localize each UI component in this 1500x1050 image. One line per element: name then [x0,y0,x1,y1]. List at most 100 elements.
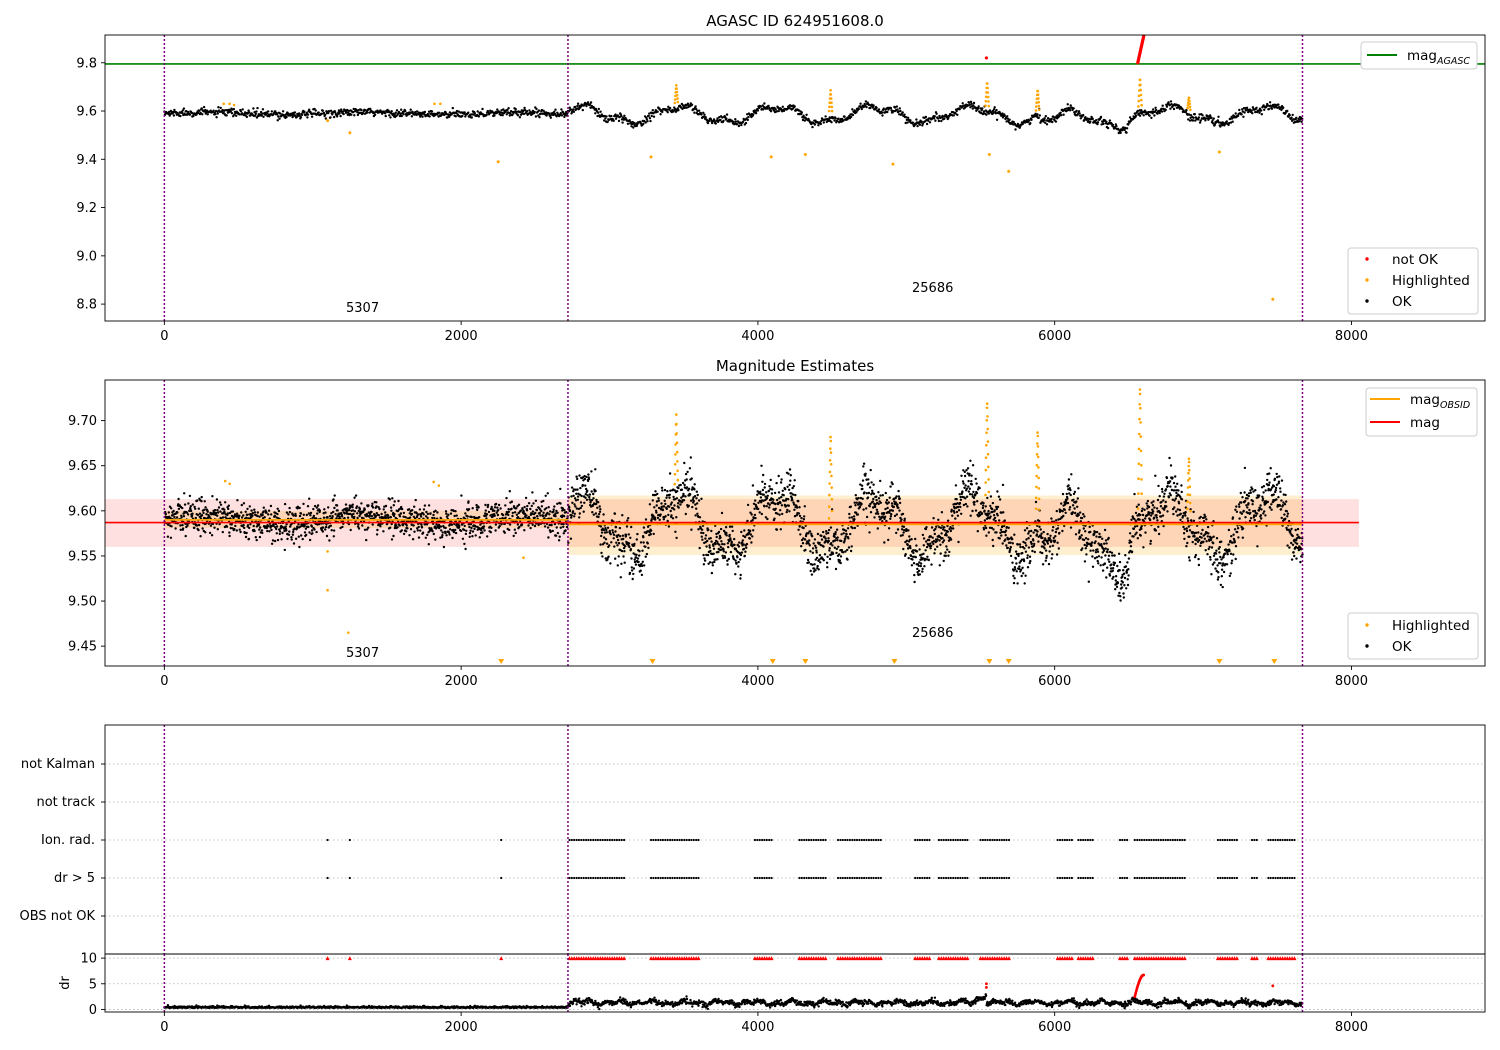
ok-point [1048,120,1051,123]
ok-point [366,514,369,517]
ok-point [310,529,314,532]
ok-point [883,517,886,521]
ok-point [1147,110,1150,114]
ok-point [695,107,698,111]
ok-point [930,526,934,529]
ok-point [737,560,740,564]
ok-point [520,523,524,526]
ok-point [275,113,279,116]
ok-point [929,547,932,550]
ok-point [746,118,749,122]
ok-point [178,504,181,507]
ok-point [289,525,292,528]
ok-point [270,110,273,113]
ok-point [1188,119,1192,122]
ok-point [693,483,696,486]
ok-point [180,516,183,519]
ok-point [954,517,957,520]
ok-point [649,529,653,532]
ok-point [603,536,606,539]
ok-point [367,504,370,507]
ok-point [1023,547,1026,550]
ok-point [535,508,538,512]
ok-point [677,506,680,509]
ok-point [422,513,425,516]
ok-point [959,505,962,509]
highlighted-point [987,100,990,103]
ok-point [632,567,636,570]
ok-point [968,493,972,496]
ok-point [655,504,658,507]
ok-point [218,522,221,526]
ok-point [735,123,739,126]
ok-point [256,511,259,514]
ok-point [992,108,996,111]
highlighted-point [1034,109,1038,112]
ok-point [1012,120,1015,124]
ok-point [665,108,669,111]
ok-point [463,111,466,114]
ok-point [666,111,669,114]
ok-point [834,567,838,571]
ok-point [862,508,865,511]
ok-point [717,530,721,534]
ok-point [913,580,916,584]
ok-point [838,553,841,556]
ok-point [530,512,534,516]
ok-point [711,121,714,125]
ok-point [249,523,252,526]
ok-point [683,106,687,110]
ok-point [256,106,259,110]
highlighted-point [1139,83,1142,87]
ok-point [762,108,765,111]
ok-point [327,506,330,509]
ok-point [307,512,311,515]
ok-point [702,563,706,566]
ok-point [285,523,288,526]
ok-point [341,110,345,113]
ok-point [339,114,342,118]
ok-point [335,115,339,118]
ok-point [351,509,355,512]
ok-point [689,499,693,502]
ok-point [614,113,617,116]
ok-point [898,509,901,512]
ok-point [179,114,182,118]
ok-point [617,119,621,123]
ok-point [335,517,338,520]
ok-point [1020,574,1023,578]
ok-point [311,532,314,535]
ok-point [538,116,541,119]
ok-point [353,515,356,519]
ok-point [450,523,454,526]
ok-point [650,114,653,118]
ok-point [788,468,792,471]
ok-point [1024,541,1027,545]
x-tick-label: 6000 [1038,329,1071,344]
ok-point [384,504,388,508]
ok-point [365,528,369,531]
ok-point [391,497,394,500]
ok-point [392,514,396,518]
ok-point [897,495,901,498]
ok-point [1201,114,1204,117]
highlighted-point [984,104,987,107]
ok-point [778,513,781,516]
ok-point [963,486,966,489]
ok-point [596,506,599,509]
ok-point [837,117,840,120]
ok-point [514,531,517,535]
ok-point [1160,110,1164,113]
ok-point [925,122,929,126]
ok-point [693,111,696,114]
ok-point [918,123,922,127]
ok-point [423,110,427,114]
ok-point [536,515,539,518]
ok-point [471,530,475,533]
ok-point [1027,532,1030,535]
ok-point [998,498,1002,501]
ok-point [219,503,223,506]
ok-point [441,534,444,537]
ok-point [915,550,919,553]
ok-point [540,505,544,508]
